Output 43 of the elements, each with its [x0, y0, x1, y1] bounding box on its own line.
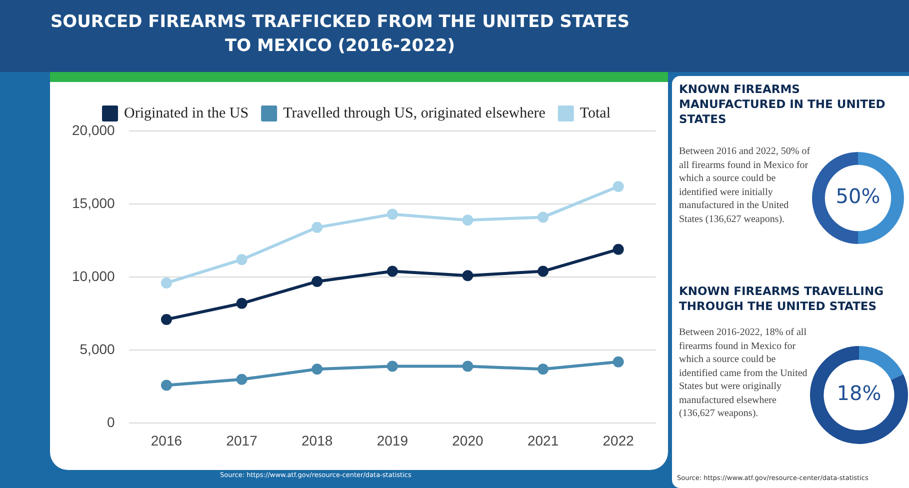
point: [538, 266, 549, 277]
point: [462, 360, 474, 372]
point: [538, 212, 549, 223]
point: [312, 364, 323, 375]
y-tick-label: 0: [107, 414, 116, 430]
chart-title: KNOWN FIREARMS TRAVELLING THROUGH THE UNITED STATES: [679, 284, 885, 314]
y-tick-label: 5,000: [80, 341, 116, 358]
data-label: 50%: [836, 184, 880, 208]
x-tick-label: 2018: [302, 432, 333, 448]
legend-label: Total: [580, 105, 610, 122]
legend-label: Originated in the US: [124, 105, 249, 122]
point: [160, 380, 172, 391]
text: Between 2016 and 2022, 50% of all firearms found in Mexico for which a source could be identified were initially manufactured in the United States (136,627 weapons).: [679, 145, 811, 226]
x-tick-label: 2021: [527, 432, 559, 448]
x-tick-label: 2020: [452, 432, 484, 448]
point: [612, 244, 624, 255]
point: [160, 277, 172, 288]
point: [612, 181, 624, 192]
point: [312, 222, 323, 233]
point: [312, 276, 323, 287]
x-tick-label: 2017: [226, 432, 258, 448]
point: [160, 314, 172, 325]
point: [386, 208, 398, 220]
x-tick-label: 2019: [376, 432, 408, 448]
chart-title: KNOWN FIREARMS MANUFACTURED IN THE UNITED STATES: [679, 82, 886, 127]
point: [612, 356, 624, 368]
x-tick-label: 2022: [602, 432, 634, 448]
y-tick-label: 10,000: [72, 268, 116, 284]
x-tick-label: 2016: [150, 432, 182, 448]
point: [462, 214, 474, 226]
y-tick-label: 15,000: [72, 194, 116, 211]
point: [236, 254, 248, 266]
data-label: 18%: [836, 381, 882, 406]
point: [386, 266, 398, 277]
point: [236, 374, 248, 385]
point: [386, 360, 398, 372]
text: Between 2016-2022, 18% of all firearms found in Mexico for which a source could be identified came from the United States but were originally manufactured elsewhere (136,627 weapons).: [679, 326, 808, 420]
chart-title: SOURCED FIREARMS TRAFFICKED FROM THE UNITED STATES TO MEXICO (2016-2022): [49, 11, 631, 58]
y-tick-label: 20,000: [72, 122, 116, 138]
point: [236, 298, 248, 309]
point: [462, 270, 474, 282]
point: [538, 364, 549, 375]
legend-label: Travelled through US, originated elsewhere: [283, 105, 546, 122]
